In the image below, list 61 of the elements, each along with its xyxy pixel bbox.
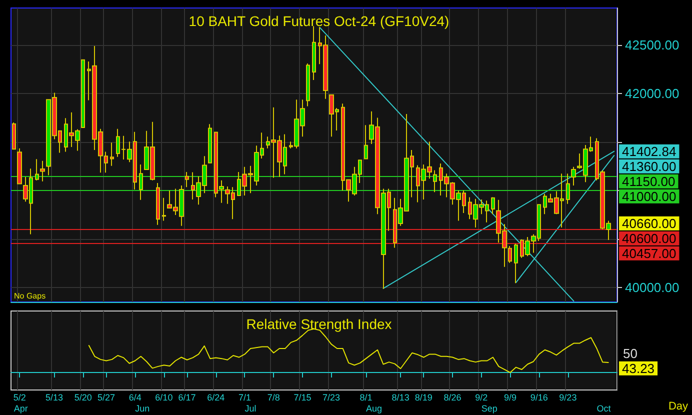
candlestick — [185, 171, 189, 188]
x-tick-label: 9/2 — [475, 392, 488, 402]
x-tick-label: 5/27 — [97, 392, 115, 402]
text: Aug — [366, 404, 382, 414]
chart-title: Relative Strength Index — [246, 316, 392, 332]
text: Apr — [14, 404, 28, 414]
x-tick-label: 7/1 — [238, 392, 251, 402]
x-tick-label: 8/19 — [414, 392, 432, 402]
candlestick — [514, 243, 518, 284]
ref-line-label: 41000.00 — [622, 188, 676, 204]
candlestick — [571, 166, 576, 186]
x-tick-label: 6/4 — [128, 392, 142, 402]
y-tick-label: 40000.00 — [625, 280, 680, 295]
x-tick-label: 6/17 — [178, 392, 196, 402]
candlestick — [139, 164, 143, 200]
ref-line-label: 40457.00 — [622, 246, 676, 261]
candlestick — [156, 182, 160, 226]
x-tick-label: 7/15 — [294, 392, 312, 402]
x-tick-label: 6/10 — [155, 392, 173, 402]
text: 43.23 — [622, 360, 655, 376]
x-tick-label: 9/23 — [559, 392, 577, 402]
data-label: 41360.00 — [622, 158, 676, 174]
x-tick-label: 8/1 — [360, 392, 372, 402]
candlestick — [17, 148, 22, 184]
annotation: No Gaps — [14, 292, 46, 300]
candlestick — [35, 158, 39, 181]
text: Sep — [481, 404, 498, 414]
x-tick-label: 5/2 — [13, 392, 26, 402]
candlestick — [433, 170, 437, 193]
candlestick — [364, 124, 368, 160]
x-tick-label: 9/9 — [504, 392, 516, 402]
ref-line-label: 40600.00 — [622, 230, 676, 246]
x-tick-label: 7/23 — [322, 392, 340, 402]
text: 50 — [623, 346, 638, 361]
text: Jun — [135, 404, 150, 414]
x-tick-label: 5/20 — [74, 392, 92, 402]
candlestick — [81, 59, 85, 128]
ref-line-label: 41150.00 — [622, 174, 676, 189]
x-tick-label: 8/26 — [444, 392, 462, 402]
text: Jul — [244, 404, 256, 414]
candlestick — [306, 63, 310, 107]
candlestick — [110, 142, 114, 166]
text: 40660.00 — [622, 216, 676, 231]
candlestick — [40, 160, 45, 182]
y-tick-label: 42000.00 — [625, 86, 680, 101]
candlestick — [162, 197, 166, 222]
text: Oct — [596, 404, 612, 414]
x-tick-label: 6/24 — [207, 392, 225, 402]
text: Day — [668, 400, 688, 412]
y-tick-label: 42500.00 — [625, 37, 680, 52]
x-tick-label: 9/16 — [530, 392, 548, 402]
candlestick — [12, 122, 16, 150]
candlestick — [208, 124, 212, 164]
candlestick — [312, 26, 316, 80]
x-tick-label: 5/13 — [46, 392, 64, 402]
chart-title: 10 BAHT Gold Futures Oct-24 (GF10V24) — [188, 13, 450, 29]
candlestick — [566, 173, 570, 204]
x-tick-label: 7/8 — [267, 392, 280, 402]
x-tick-label: 8/13 — [392, 392, 410, 402]
data-label: 41402.84 — [622, 144, 676, 159]
candlestick — [491, 196, 495, 215]
